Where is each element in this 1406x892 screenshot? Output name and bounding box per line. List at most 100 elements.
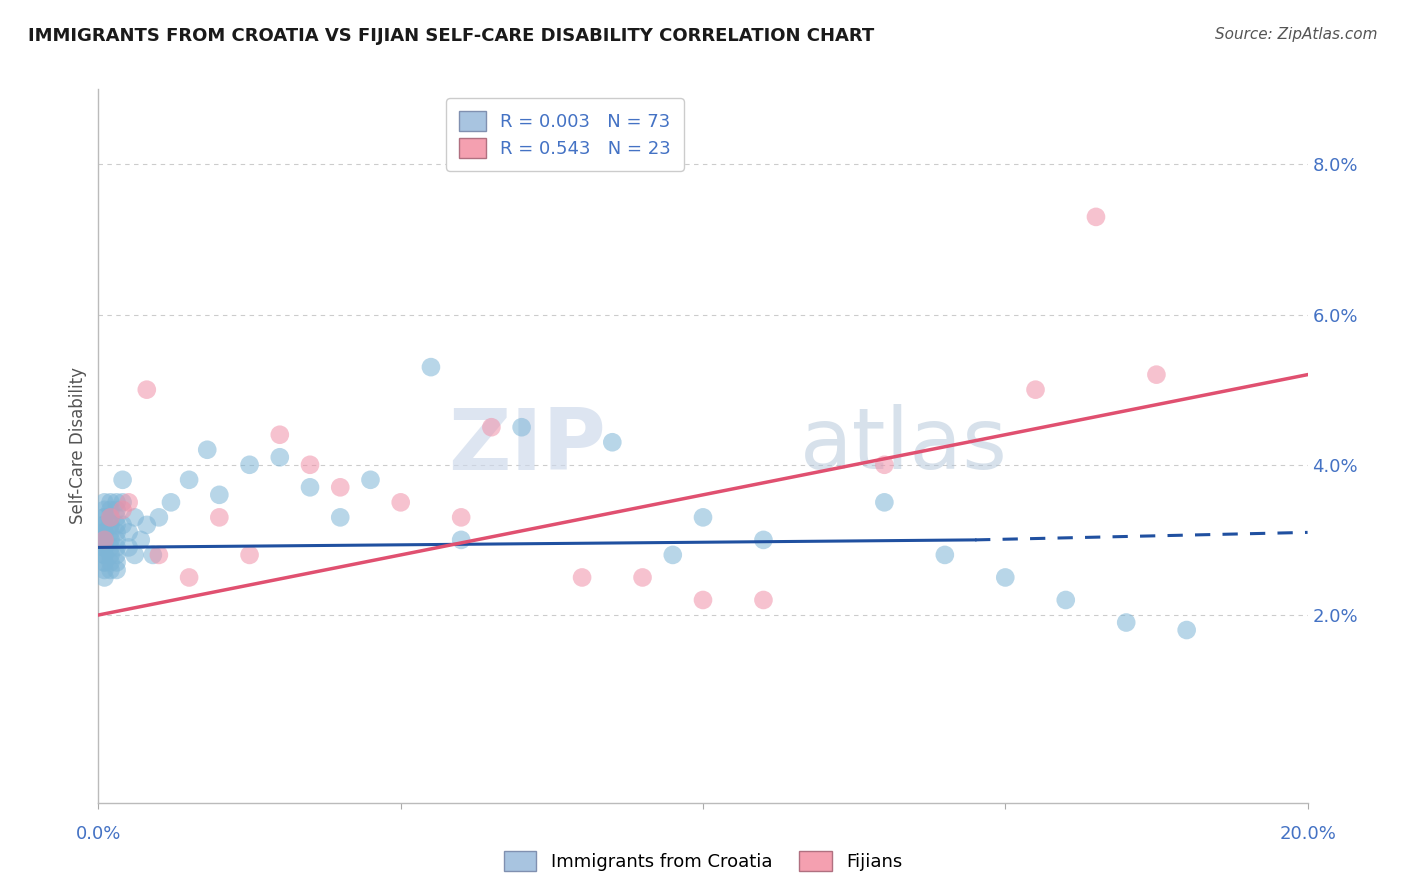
Point [100, 563, 122, 577]
Point [662, 548, 685, 562]
Point [420, 360, 443, 375]
Point [93, 533, 115, 547]
Point [329, 480, 352, 494]
Point [100, 548, 122, 562]
Point [239, 458, 262, 472]
Point [105, 503, 128, 517]
Point [93, 495, 115, 509]
Point [100, 503, 122, 517]
Y-axis label: Self-Care Disability: Self-Care Disability [69, 368, 87, 524]
Point [148, 510, 170, 524]
Point [100, 510, 122, 524]
Point [1085, 210, 1108, 224]
Point [124, 548, 146, 562]
Point [129, 533, 152, 547]
Point [105, 517, 128, 532]
Point [752, 533, 775, 547]
Point [93, 541, 115, 555]
Point [93, 548, 115, 562]
Point [873, 458, 896, 472]
Point [631, 570, 654, 584]
Point [105, 563, 128, 577]
Point [450, 510, 472, 524]
Point [93, 510, 115, 524]
Point [105, 510, 128, 524]
Point [105, 525, 128, 540]
Point [93, 556, 115, 570]
Point [1144, 368, 1167, 382]
Point [100, 495, 122, 509]
Point [269, 450, 291, 465]
Point [93, 503, 115, 517]
Point [329, 510, 352, 524]
Point [994, 570, 1017, 584]
Text: IMMIGRANTS FROM CROATIA VS FIJIAN SELF-CARE DISABILITY CORRELATION CHART: IMMIGRANTS FROM CROATIA VS FIJIAN SELF-C… [28, 27, 875, 45]
Point [93, 510, 115, 524]
Point [93, 533, 115, 547]
Point [93, 563, 115, 577]
Point [160, 495, 183, 509]
Point [100, 541, 122, 555]
Point [118, 541, 141, 555]
Text: Source: ZipAtlas.com: Source: ZipAtlas.com [1215, 27, 1378, 42]
Point [752, 593, 775, 607]
Point [100, 517, 122, 532]
Legend: Immigrants from Croatia, Fijians: Immigrants from Croatia, Fijians [496, 844, 910, 879]
Point [105, 556, 128, 570]
Point [93, 525, 115, 540]
Point [934, 548, 956, 562]
Point [105, 541, 128, 555]
Point [100, 510, 122, 524]
Point [93, 556, 115, 570]
Point [93, 517, 115, 532]
Point [105, 495, 128, 509]
Point [1115, 615, 1137, 630]
Point [118, 525, 141, 540]
Point [179, 570, 201, 584]
Point [692, 510, 714, 524]
Point [269, 427, 291, 442]
Point [873, 495, 896, 509]
Point [118, 495, 141, 509]
Point [299, 480, 322, 494]
Point [1054, 593, 1077, 607]
Point [142, 548, 165, 562]
Point [93, 517, 115, 532]
Point [692, 593, 714, 607]
Point [299, 458, 322, 472]
Point [93, 541, 115, 555]
Text: 20.0%: 20.0% [1279, 825, 1336, 843]
Text: ZIP: ZIP [449, 404, 606, 488]
Point [105, 548, 128, 562]
Point [93, 548, 115, 562]
Legend: R = 0.003   N = 73, R = 0.543   N = 23: R = 0.003 N = 73, R = 0.543 N = 23 [446, 98, 683, 170]
Point [148, 548, 170, 562]
Point [389, 495, 412, 509]
Point [100, 556, 122, 570]
Point [111, 503, 134, 517]
Point [135, 517, 157, 532]
Point [602, 435, 624, 450]
Point [1024, 383, 1046, 397]
Point [208, 488, 231, 502]
Point [510, 420, 533, 434]
Point [93, 533, 115, 547]
Point [360, 473, 382, 487]
Point [93, 525, 115, 540]
Point [105, 533, 128, 547]
Point [208, 510, 231, 524]
Point [481, 420, 503, 434]
Text: 0.0%: 0.0% [76, 825, 121, 843]
Point [100, 525, 122, 540]
Point [571, 570, 593, 584]
Point [239, 548, 262, 562]
Point [93, 525, 115, 540]
Point [195, 442, 218, 457]
Point [179, 473, 201, 487]
Point [135, 383, 157, 397]
Point [124, 510, 146, 524]
Point [111, 517, 134, 532]
Point [93, 570, 115, 584]
Point [111, 473, 134, 487]
Point [93, 541, 115, 555]
